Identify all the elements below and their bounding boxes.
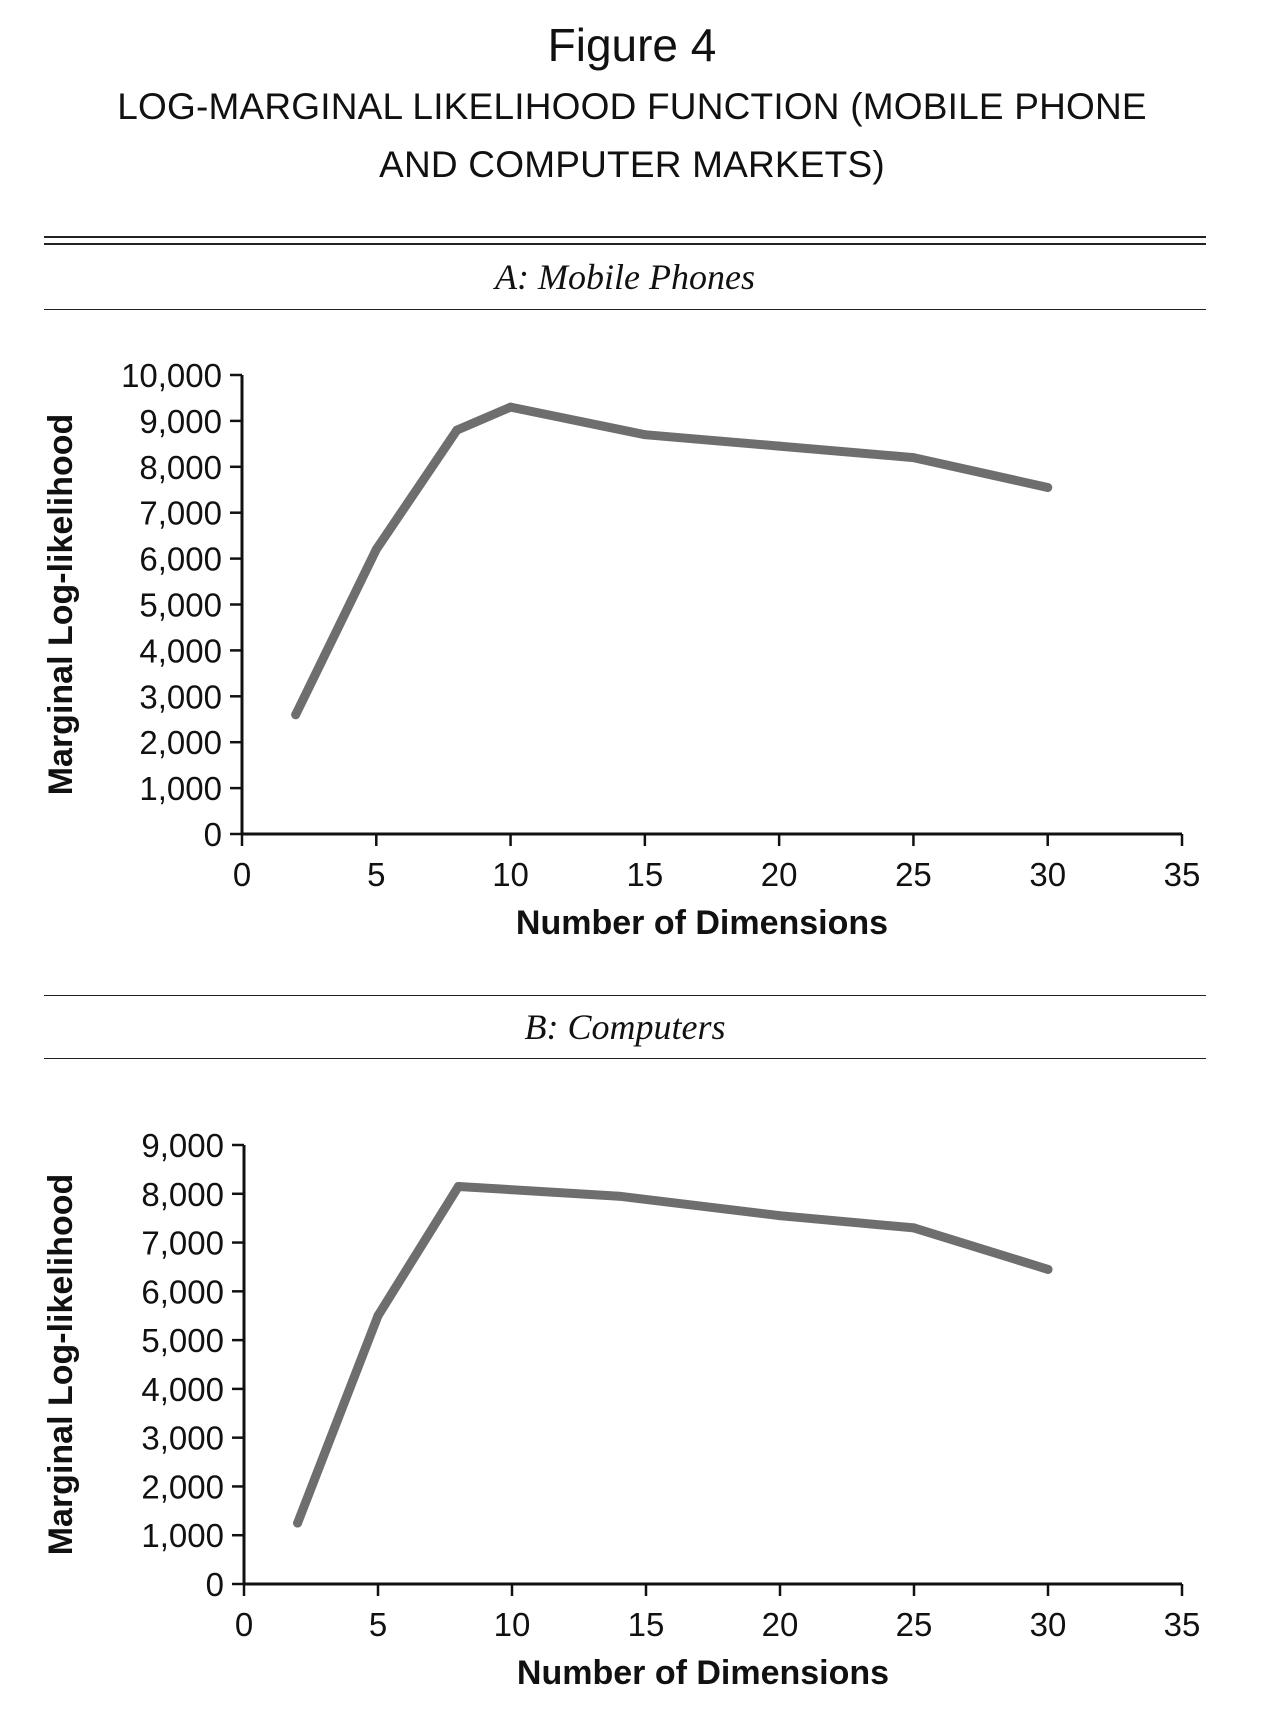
b-y-tick-label: 0 (206, 1566, 224, 1603)
b-x-tick-label: 15 (628, 1606, 665, 1643)
b-y-tick-label: 2,000 (141, 1468, 224, 1505)
a-y-tick-label: 10,000 (121, 357, 222, 394)
panel-a-label: A: Mobile Phones (495, 257, 755, 297)
a-data-point (1043, 482, 1053, 492)
a-y-tick-label: 2,000 (139, 724, 222, 761)
b-data-point (453, 1181, 463, 1191)
b-data-point (614, 1191, 624, 1201)
a-data-point (640, 430, 650, 440)
b-data-point (293, 1518, 303, 1528)
b-x-tick-label: 10 (494, 1606, 531, 1643)
figure-subtitle-line2: AND COMPUTER MARKETS) (379, 144, 885, 185)
a-y-tick-label: 7,000 (139, 495, 222, 532)
a-data-point (506, 402, 516, 412)
b-y-tick-label: 1,000 (141, 1517, 224, 1554)
a-y-tick-label: 4,000 (139, 632, 222, 669)
double-rule-bottom (44, 243, 1206, 245)
b-data-point (775, 1211, 785, 1221)
b-y-tick-label: 7,000 (141, 1225, 224, 1262)
b-y-tick-label: 8,000 (141, 1176, 224, 1213)
b-x-tick-label: 20 (762, 1606, 799, 1643)
b-x-axis-label: Number of Dimensions (517, 1654, 889, 1692)
b-x-tick-label: 5 (369, 1606, 387, 1643)
a-x-axis-label: Number of Dimensions (516, 904, 888, 942)
b-series-line (293, 1182, 1053, 1528)
b-y-tick-label: 4,000 (141, 1371, 224, 1408)
b-data-point (373, 1311, 383, 1321)
chart-mobile-phones: 0 1,000 2,000 3,000 4,000 5,000 6,000 7,000 8,00… (42, 357, 1201, 942)
b-x-tick-label: 35 (1164, 1606, 1201, 1643)
a-data-point (908, 453, 918, 463)
a-y-axis-label: Marginal Log-likelihood (42, 414, 80, 796)
b-data-point (909, 1223, 919, 1233)
b-y-tick-label: 9,000 (141, 1127, 224, 1164)
a-data-point (371, 544, 381, 554)
a-y-tick-label: 3,000 (139, 678, 222, 715)
a-x-tick-label: 35 (1164, 856, 1201, 893)
a-x-tick-label: 15 (626, 856, 663, 893)
panel-b-rule-top (44, 995, 1206, 996)
a-x-tick-label: 5 (367, 856, 385, 893)
b-y-tick-label: 6,000 (141, 1273, 224, 1310)
panel-b-label: B: Computers (524, 1007, 726, 1047)
a-y-tick-label: 6,000 (139, 541, 222, 578)
a-data-point (774, 441, 784, 451)
b-y-tick-label: 5,000 (141, 1322, 224, 1359)
b-data-point (1043, 1264, 1053, 1274)
a-data-point (452, 425, 462, 435)
a-x-tick-label: 20 (761, 856, 798, 893)
b-x-tick-label: 30 (1030, 1606, 1067, 1643)
a-y-tick-label: 8,000 (139, 449, 222, 486)
a-x-tick-label: 25 (895, 856, 932, 893)
panel-b-rule-bottom (44, 1058, 1206, 1059)
b-y-tick-label: 3,000 (141, 1420, 224, 1457)
b-y-axis-label: Marginal Log-likelihood (42, 1174, 80, 1556)
a-y-tick-label: 9,000 (139, 403, 222, 440)
figure-title: Figure 4 (547, 19, 717, 71)
chart-computers: 0 1,000 2,000 3,000 4,000 5,000 6,000 7,000 8,00… (42, 1127, 1201, 1692)
a-data-point (291, 710, 301, 720)
double-rule-top (44, 236, 1206, 238)
a-y-tick-label: 5,000 (139, 587, 222, 624)
a-y-tick-label: 0 (204, 816, 222, 853)
a-y-tick-label: 1,000 (139, 770, 222, 807)
panel-a-rule (44, 309, 1206, 310)
a-x-tick-label: 30 (1029, 856, 1066, 893)
a-x-tick-label: 0 (233, 856, 251, 893)
a-x-tick-label: 10 (492, 856, 529, 893)
b-x-tick-label: 25 (896, 1606, 933, 1643)
figure-subtitle-line1: LOG-MARGINAL LIKELIHOOD FUNCTION (MOBILE… (117, 86, 1147, 127)
a-series-line (291, 402, 1053, 720)
b-x-tick-label: 0 (235, 1606, 253, 1643)
